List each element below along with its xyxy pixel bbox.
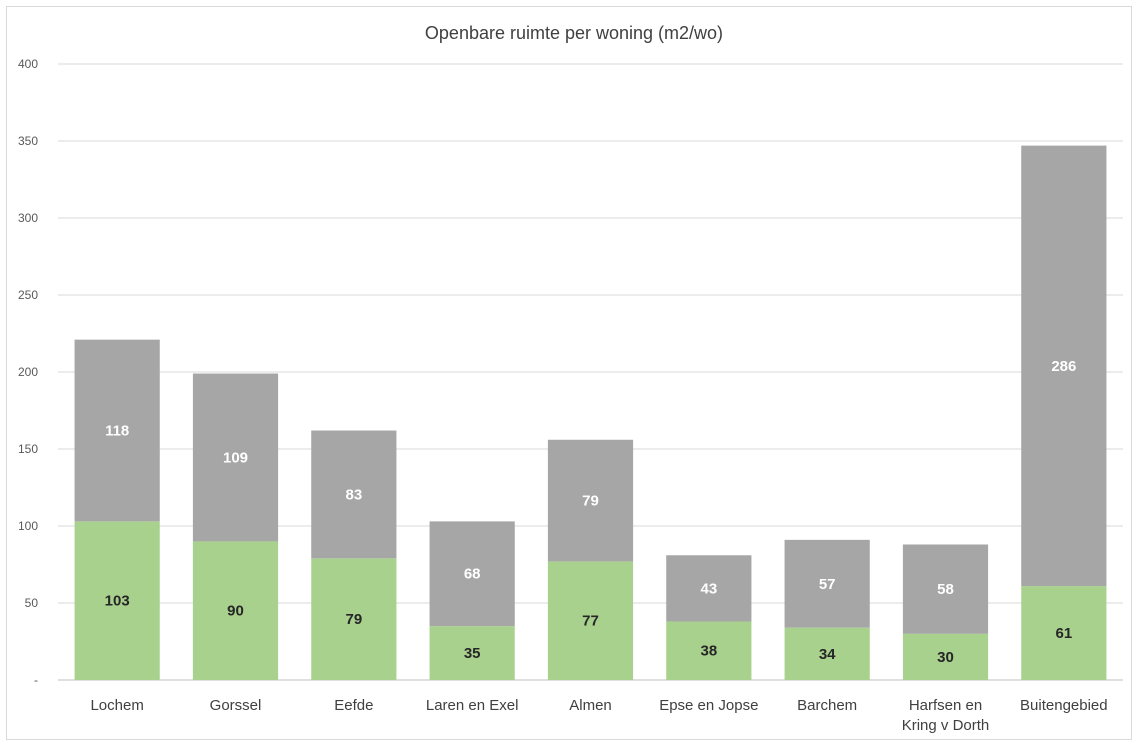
data-label: 90 [227, 603, 244, 620]
x-tick-label: Lochem [90, 697, 143, 714]
x-tick-label: Laren en Exel [426, 697, 519, 714]
data-label: 68 [464, 566, 481, 583]
bar-segment-green [784, 627, 870, 680]
y-tick-label: 400 [18, 57, 38, 71]
y-tick-label: 350 [18, 134, 38, 148]
bar-segment-grey [547, 439, 634, 562]
x-axis-tick-labels: Lochem Gorssel Eefde Laren en Exel Almen Epse… [90, 697, 1107, 734]
bar-segment-grey [902, 544, 989, 634]
bars [74, 145, 1107, 680]
y-tick-label: 50 [25, 596, 39, 610]
bar-segment-green [1021, 586, 1107, 680]
bar-segment-grey [784, 539, 870, 628]
bar-segment-green [311, 558, 397, 680]
data-label: 30 [937, 649, 954, 666]
x-tick-label: Harfsen en Kring v Dorth [902, 697, 990, 734]
x-tick-label: Almen [569, 697, 612, 714]
data-label: 35 [464, 645, 481, 662]
bar-segment-grey [311, 430, 397, 559]
y-tick-label: - [34, 673, 38, 687]
data-label: 79 [582, 493, 599, 510]
data-label: 77 [582, 613, 599, 630]
y-axis-tick-labels: - 50 100 150 200 250 300 350 400 [18, 57, 38, 687]
y-tick-label: 250 [18, 288, 38, 302]
data-label: 58 [937, 581, 954, 598]
bar-segment-green [429, 626, 515, 680]
bar-segment-grey [429, 521, 515, 627]
x-tick-label: Buitengebied [1020, 697, 1108, 714]
data-labels: 103 118 90 109 79 83 35 68 77 79 38 43 34 57 30 58 61 286 [105, 358, 1077, 666]
chart-title: Openbare ruimte per woning (m2/wo) [425, 23, 723, 43]
data-label: 57 [819, 576, 836, 593]
y-tick-label: 150 [18, 442, 38, 456]
data-label: 109 [223, 449, 248, 466]
bar-segment-green [547, 561, 634, 680]
y-tick-label: 100 [18, 519, 38, 533]
bar-segment-green [192, 541, 279, 680]
data-label: 103 [105, 593, 130, 610]
x-tick-label: Gorssel [210, 697, 262, 714]
data-label: 286 [1051, 358, 1076, 375]
data-label: 38 [700, 643, 717, 660]
bar-segment-green [74, 521, 160, 680]
x-tick-label: Epse en Jopse [659, 697, 758, 714]
x-tick-label: Barchem [797, 697, 857, 714]
data-label: 83 [345, 486, 362, 503]
y-tick-label: 300 [18, 211, 38, 225]
bar-segment-green [902, 633, 989, 680]
x-tick-label: Eefde [334, 697, 373, 714]
bar-segment-grey [1021, 145, 1107, 587]
y-tick-label: 200 [18, 365, 38, 379]
bar-segment-green [666, 621, 752, 680]
data-label: 61 [1055, 625, 1072, 642]
data-label: 34 [819, 646, 836, 663]
data-label: 79 [345, 611, 362, 628]
bar-segment-grey [74, 339, 160, 522]
data-label: 118 [105, 423, 129, 440]
bar-segment-grey [192, 373, 279, 542]
data-label: 43 [700, 580, 717, 597]
bar-segment-grey [666, 555, 752, 622]
